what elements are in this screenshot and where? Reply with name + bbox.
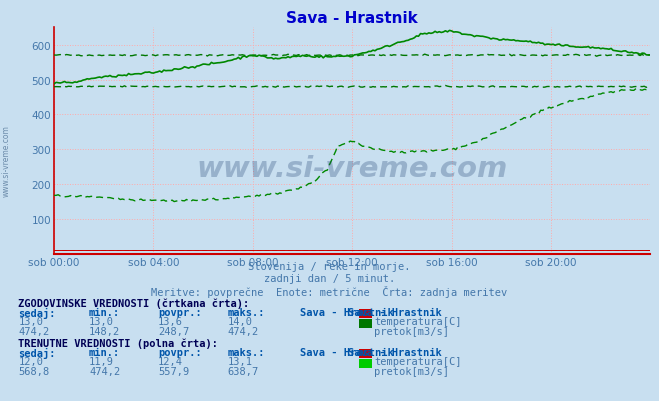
Text: 13,6: 13,6 xyxy=(158,317,183,326)
Text: sedaj:: sedaj: xyxy=(18,307,56,318)
Text: 638,7: 638,7 xyxy=(227,366,258,376)
Text: zadnji dan / 5 minut.: zadnji dan / 5 minut. xyxy=(264,273,395,284)
Text: 13,0: 13,0 xyxy=(89,317,114,326)
Text: 12,4: 12,4 xyxy=(158,356,183,367)
Text: 568,8: 568,8 xyxy=(18,366,49,376)
Text: maks.:: maks.: xyxy=(227,307,265,317)
Text: Sava - Hrastnik: Sava - Hrastnik xyxy=(348,347,442,357)
Text: pretok[m3/s]: pretok[m3/s] xyxy=(374,326,449,336)
Text: pretok[m3/s]: pretok[m3/s] xyxy=(374,366,449,376)
Text: sedaj:: sedaj: xyxy=(18,347,56,358)
Text: 11,9: 11,9 xyxy=(89,356,114,367)
Text: 14,0: 14,0 xyxy=(227,317,252,326)
Text: temperatura[C]: temperatura[C] xyxy=(374,317,462,326)
Text: povpr.:: povpr.: xyxy=(158,307,202,317)
Text: Sava - Hrastnik: Sava - Hrastnik xyxy=(348,307,442,317)
Text: 474,2: 474,2 xyxy=(18,326,49,336)
Text: temperatura[C]: temperatura[C] xyxy=(374,356,462,367)
Text: ZGODOVINSKE VREDNOSTI (črtkana črta):: ZGODOVINSKE VREDNOSTI (črtkana črta): xyxy=(18,298,250,308)
Text: www.si-vreme.com: www.si-vreme.com xyxy=(196,154,508,182)
Text: 13,0: 13,0 xyxy=(18,317,43,326)
Text: Meritve: povprečne  Enote: metrične  Črta: zadnja meritev: Meritve: povprečne Enote: metrične Črta:… xyxy=(152,286,507,298)
Text: 13,1: 13,1 xyxy=(227,356,252,367)
Text: min.:: min.: xyxy=(89,347,120,357)
Title: Sava - Hrastnik: Sava - Hrastnik xyxy=(287,10,418,26)
Text: 148,2: 148,2 xyxy=(89,326,120,336)
Text: 474,2: 474,2 xyxy=(227,326,258,336)
Text: 474,2: 474,2 xyxy=(89,366,120,376)
Text: min.:: min.: xyxy=(89,307,120,317)
Text: maks.:: maks.: xyxy=(227,347,265,357)
Text: 248,7: 248,7 xyxy=(158,326,189,336)
Text: Slovenija / reke in morje.: Slovenija / reke in morje. xyxy=(248,261,411,271)
Text: 12,0: 12,0 xyxy=(18,356,43,367)
Text: povpr.:: povpr.: xyxy=(158,347,202,357)
Text: www.si-vreme.com: www.si-vreme.com xyxy=(2,125,11,196)
Text: 557,9: 557,9 xyxy=(158,366,189,376)
Text: TRENUTNE VREDNOSTI (polna črta):: TRENUTNE VREDNOSTI (polna črta): xyxy=(18,337,218,348)
Text: Sava - Hrastnik: Sava - Hrastnik xyxy=(300,347,393,357)
Text: Sava - Hrastnik: Sava - Hrastnik xyxy=(300,307,393,317)
